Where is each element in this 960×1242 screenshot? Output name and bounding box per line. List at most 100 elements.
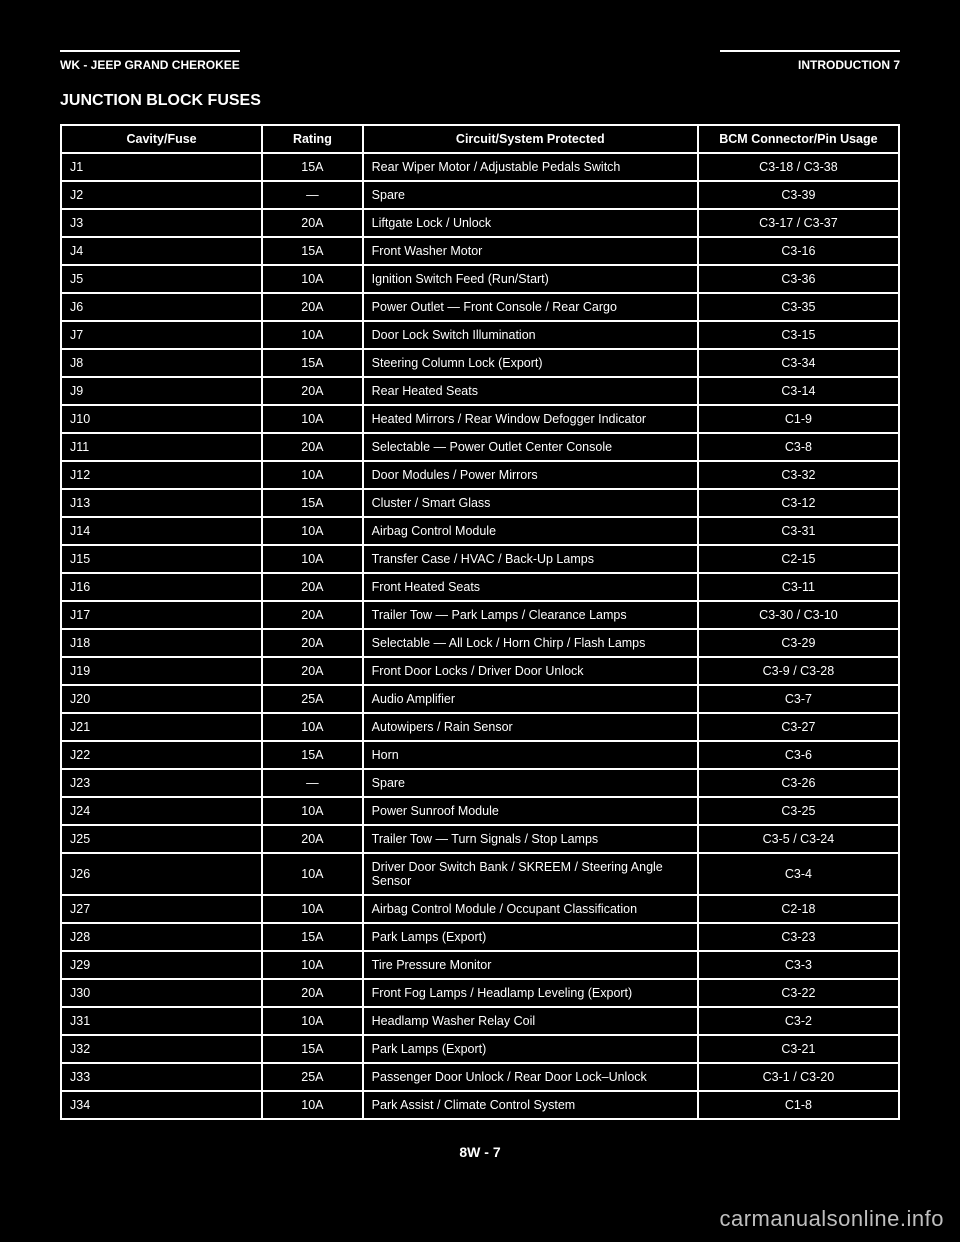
table-row: J2110AAutowipers / Rain SensorC3-27 bbox=[61, 713, 899, 741]
table-row: J2215AHornC3-6 bbox=[61, 741, 899, 769]
table-row: J115ARear Wiper Motor / Adjustable Pedal… bbox=[61, 153, 899, 181]
table-cell: J17 bbox=[61, 601, 262, 629]
table-cell: 25A bbox=[262, 1063, 363, 1091]
table-cell: 10A bbox=[262, 1091, 363, 1119]
table-cell: 10A bbox=[262, 461, 363, 489]
table-cell: C3-23 bbox=[698, 923, 899, 951]
table-cell: Horn bbox=[363, 741, 698, 769]
table-cell: 20A bbox=[262, 209, 363, 237]
table-cell: Front Fog Lamps / Headlamp Leveling (Exp… bbox=[363, 979, 698, 1007]
watermark-text: carmanualsonline.info bbox=[719, 1206, 944, 1232]
table-cell: J32 bbox=[61, 1035, 262, 1063]
table-cell: Park Lamps (Export) bbox=[363, 923, 698, 951]
table-cell: Passenger Door Unlock / Rear Door Lock–U… bbox=[363, 1063, 698, 1091]
table-cell: 10A bbox=[262, 797, 363, 825]
table-row: J1620AFront Heated SeatsC3-11 bbox=[61, 573, 899, 601]
table-row: J2—SpareC3-39 bbox=[61, 181, 899, 209]
table-cell: Audio Amplifier bbox=[363, 685, 698, 713]
table-cell: 10A bbox=[262, 405, 363, 433]
table-row: J1315ACluster / Smart GlassC3-12 bbox=[61, 489, 899, 517]
manual-page: WK - JEEP GRAND CHEROKEE INTRODUCTION 7 … bbox=[0, 0, 960, 1242]
table-cell: Door Lock Switch Illumination bbox=[363, 321, 698, 349]
table-cell: 15A bbox=[262, 349, 363, 377]
table-cell: J34 bbox=[61, 1091, 262, 1119]
table-cell: C3-27 bbox=[698, 713, 899, 741]
table-row: J620APower Outlet — Front Console / Rear… bbox=[61, 293, 899, 321]
table-cell: J16 bbox=[61, 573, 262, 601]
table-cell: C3-5 / C3-24 bbox=[698, 825, 899, 853]
table-row: J320ALiftgate Lock / UnlockC3-17 / C3-37 bbox=[61, 209, 899, 237]
table-row: J415AFront Washer MotorC3-16 bbox=[61, 237, 899, 265]
fuse-table: Cavity/Fuse Rating Circuit/System Protec… bbox=[60, 124, 900, 1120]
table-cell: Liftgate Lock / Unlock bbox=[363, 209, 698, 237]
table-cell: C3-4 bbox=[698, 853, 899, 895]
table-cell: C3-9 / C3-28 bbox=[698, 657, 899, 685]
table-cell: J12 bbox=[61, 461, 262, 489]
table-cell: J26 bbox=[61, 853, 262, 895]
table-cell: 20A bbox=[262, 979, 363, 1007]
table-cell: J29 bbox=[61, 951, 262, 979]
table-cell: Selectable — Power Outlet Center Console bbox=[363, 433, 698, 461]
table-row: J2520ATrailer Tow — Turn Signals / Stop … bbox=[61, 825, 899, 853]
table-row: J3020AFront Fog Lamps / Headlamp Levelin… bbox=[61, 979, 899, 1007]
table-cell: 10A bbox=[262, 951, 363, 979]
table-cell: 20A bbox=[262, 573, 363, 601]
table-cell: C3-39 bbox=[698, 181, 899, 209]
col-header-rating: Rating bbox=[262, 125, 363, 153]
table-cell: 10A bbox=[262, 895, 363, 923]
table-cell: J6 bbox=[61, 293, 262, 321]
table-row: J3325APassenger Door Unlock / Rear Door … bbox=[61, 1063, 899, 1091]
table-cell: 20A bbox=[262, 657, 363, 685]
table-row: J23—SpareC3-26 bbox=[61, 769, 899, 797]
table-row: J1210ADoor Modules / Power MirrorsC3-32 bbox=[61, 461, 899, 489]
col-header-bcm: BCM Connector/Pin Usage bbox=[698, 125, 899, 153]
table-cell: 15A bbox=[262, 489, 363, 517]
table-cell: J19 bbox=[61, 657, 262, 685]
table-cell: Transfer Case / HVAC / Back-Up Lamps bbox=[363, 545, 698, 573]
table-row: J2610ADriver Door Switch Bank / SKREEM /… bbox=[61, 853, 899, 895]
table-row: J1120ASelectable — Power Outlet Center C… bbox=[61, 433, 899, 461]
table-cell: Ignition Switch Feed (Run/Start) bbox=[363, 265, 698, 293]
table-cell: C1-8 bbox=[698, 1091, 899, 1119]
table-row: J815ASteering Column Lock (Export)C3-34 bbox=[61, 349, 899, 377]
table-cell: C3-21 bbox=[698, 1035, 899, 1063]
table-cell: J1 bbox=[61, 153, 262, 181]
table-cell: J20 bbox=[61, 685, 262, 713]
table-cell: C3-17 / C3-37 bbox=[698, 209, 899, 237]
table-cell: Cluster / Smart Glass bbox=[363, 489, 698, 517]
table-cell: Power Sunroof Module bbox=[363, 797, 698, 825]
table-cell: C3-6 bbox=[698, 741, 899, 769]
table-cell: Park Lamps (Export) bbox=[363, 1035, 698, 1063]
table-row: J1410AAirbag Control ModuleC3-31 bbox=[61, 517, 899, 545]
table-cell: 20A bbox=[262, 629, 363, 657]
header-right-text: INTRODUCTION 7 bbox=[720, 58, 900, 72]
table-row: J3215APark Lamps (Export)C3-21 bbox=[61, 1035, 899, 1063]
table-cell: C3-15 bbox=[698, 321, 899, 349]
table-cell: Spare bbox=[363, 181, 698, 209]
table-cell: Driver Door Switch Bank / SKREEM / Steer… bbox=[363, 853, 698, 895]
table-cell: C3-16 bbox=[698, 237, 899, 265]
table-cell: J10 bbox=[61, 405, 262, 433]
table-row: J2815APark Lamps (Export)C3-23 bbox=[61, 923, 899, 951]
header-right-rule bbox=[720, 50, 900, 52]
table-cell: J18 bbox=[61, 629, 262, 657]
table-cell: C3-34 bbox=[698, 349, 899, 377]
table-cell: 25A bbox=[262, 685, 363, 713]
table-cell: — bbox=[262, 769, 363, 797]
table-cell: Airbag Control Module / Occupant Classif… bbox=[363, 895, 698, 923]
table-cell: J33 bbox=[61, 1063, 262, 1091]
table-cell: 15A bbox=[262, 741, 363, 769]
table-row: J2710AAirbag Control Module / Occupant C… bbox=[61, 895, 899, 923]
header-left-text: WK - JEEP GRAND CHEROKEE bbox=[60, 58, 240, 72]
table-cell: Door Modules / Power Mirrors bbox=[363, 461, 698, 489]
table-row: J1010AHeated Mirrors / Rear Window Defog… bbox=[61, 405, 899, 433]
table-row: J510AIgnition Switch Feed (Run/Start)C3-… bbox=[61, 265, 899, 293]
table-cell: Front Heated Seats bbox=[363, 573, 698, 601]
table-cell: C3-12 bbox=[698, 489, 899, 517]
table-cell: Steering Column Lock (Export) bbox=[363, 349, 698, 377]
table-cell: Front Washer Motor bbox=[363, 237, 698, 265]
table-cell: 10A bbox=[262, 321, 363, 349]
table-row: J2910ATire Pressure MonitorC3-3 bbox=[61, 951, 899, 979]
table-cell: Trailer Tow — Turn Signals / Stop Lamps bbox=[363, 825, 698, 853]
table-cell: C2-15 bbox=[698, 545, 899, 573]
